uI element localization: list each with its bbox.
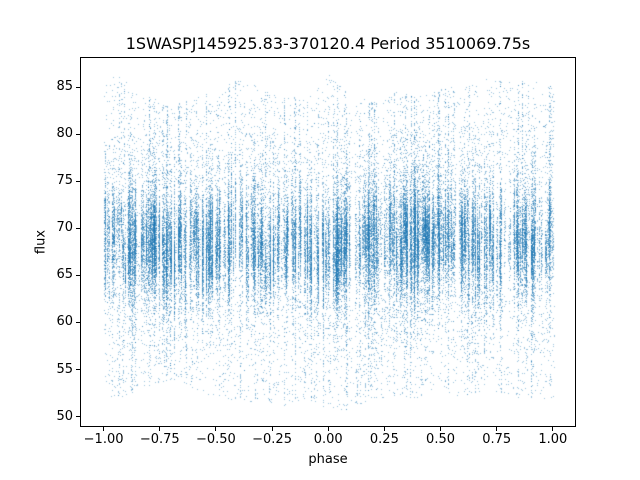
x-tick-mark [215, 427, 217, 431]
y-tick-label: 55 [56, 361, 73, 377]
x-tick-label: 0.50 [426, 432, 456, 447]
x-tick-mark [383, 427, 385, 431]
x-tick-label: −0.75 [139, 432, 180, 447]
x-tick-label: −1.00 [83, 432, 124, 447]
y-axis-label: flux [33, 229, 49, 255]
y-tick-mark [76, 274, 80, 276]
x-tick-mark [159, 427, 161, 431]
x-tick-mark [103, 427, 105, 431]
x-axis-label: phase [308, 452, 348, 467]
y-tick-mark [76, 321, 80, 323]
x-tick-label: 0.00 [313, 432, 343, 447]
x-tick-label: 1.00 [538, 432, 568, 447]
x-tick-label: −0.50 [195, 432, 236, 447]
y-tick-label: 65 [56, 267, 73, 283]
y-tick-label: 70 [56, 220, 73, 236]
x-tick-label: 0.25 [369, 432, 399, 447]
y-tick-label: 50 [56, 408, 73, 424]
x-tick-mark [271, 427, 273, 431]
y-tick-mark [76, 227, 80, 229]
y-tick-label: 75 [56, 173, 73, 189]
x-tick-mark [552, 427, 554, 431]
y-tick-mark [76, 133, 80, 135]
scatter-plot-canvas [80, 57, 576, 427]
y-tick-label: 60 [56, 314, 73, 330]
y-tick-label: 85 [56, 79, 73, 95]
y-tick-mark [76, 369, 80, 371]
y-tick-mark [76, 416, 80, 418]
x-tick-mark [327, 427, 329, 431]
x-tick-mark [440, 427, 442, 431]
x-tick-mark [496, 427, 498, 431]
x-tick-label: −0.25 [252, 432, 292, 447]
plot-title: 1SWASPJ145925.83-370120.4 Period 3510069… [125, 34, 531, 53]
x-tick-label: 0.75 [482, 432, 512, 447]
y-tick-mark [76, 180, 80, 182]
y-tick-mark [76, 86, 80, 88]
y-tick-label: 80 [56, 126, 73, 142]
axes-frame [80, 57, 576, 427]
